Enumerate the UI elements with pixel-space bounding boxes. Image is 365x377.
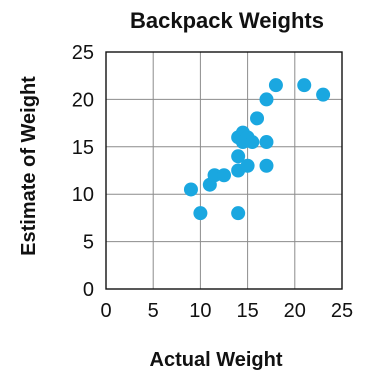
y-tick-label-5: 25 [72,42,94,64]
plot-frame [105,51,343,290]
data-point-14 [250,111,265,126]
x-tick-label-4: 20 [284,300,306,322]
x-tick-label-5: 25 [331,300,353,322]
y-tick-label-1: 5 [83,232,94,254]
data-point-16 [259,135,274,150]
y-axis-label: Estimate of Weight [18,76,40,256]
data-point-18 [268,78,283,93]
y-tick-label-4: 20 [72,89,94,111]
data-point-20 [316,87,331,102]
data-point-15 [259,92,274,107]
data-point-17 [259,158,274,173]
data-point-13 [245,135,260,150]
data-points [183,78,331,221]
data-point-4 [217,168,231,183]
y-tick-label-3: 15 [72,137,94,159]
data-point-5 [231,206,246,221]
data-point-0 [183,182,198,197]
y-tick-label-2: 10 [72,184,94,206]
data-point-1 [193,206,208,221]
x-axis-label: Actual Weight [150,349,283,371]
x-tick-label-2: 10 [189,300,211,322]
x-tick-label-0: 0 [100,300,111,322]
x-tick-label-1: 5 [148,300,159,322]
y-tick-label-0: 0 [83,279,94,301]
x-tick-label-3: 15 [236,300,258,322]
y-tick-labels: 0 5 10 15 20 25 [72,42,94,301]
chart-title: Backpack Weights [130,8,324,33]
x-tick-labels: 0 5 10 15 20 25 [100,300,353,322]
data-point-12 [240,158,255,173]
data-point-19 [297,78,312,93]
data-point-7 [231,149,246,164]
